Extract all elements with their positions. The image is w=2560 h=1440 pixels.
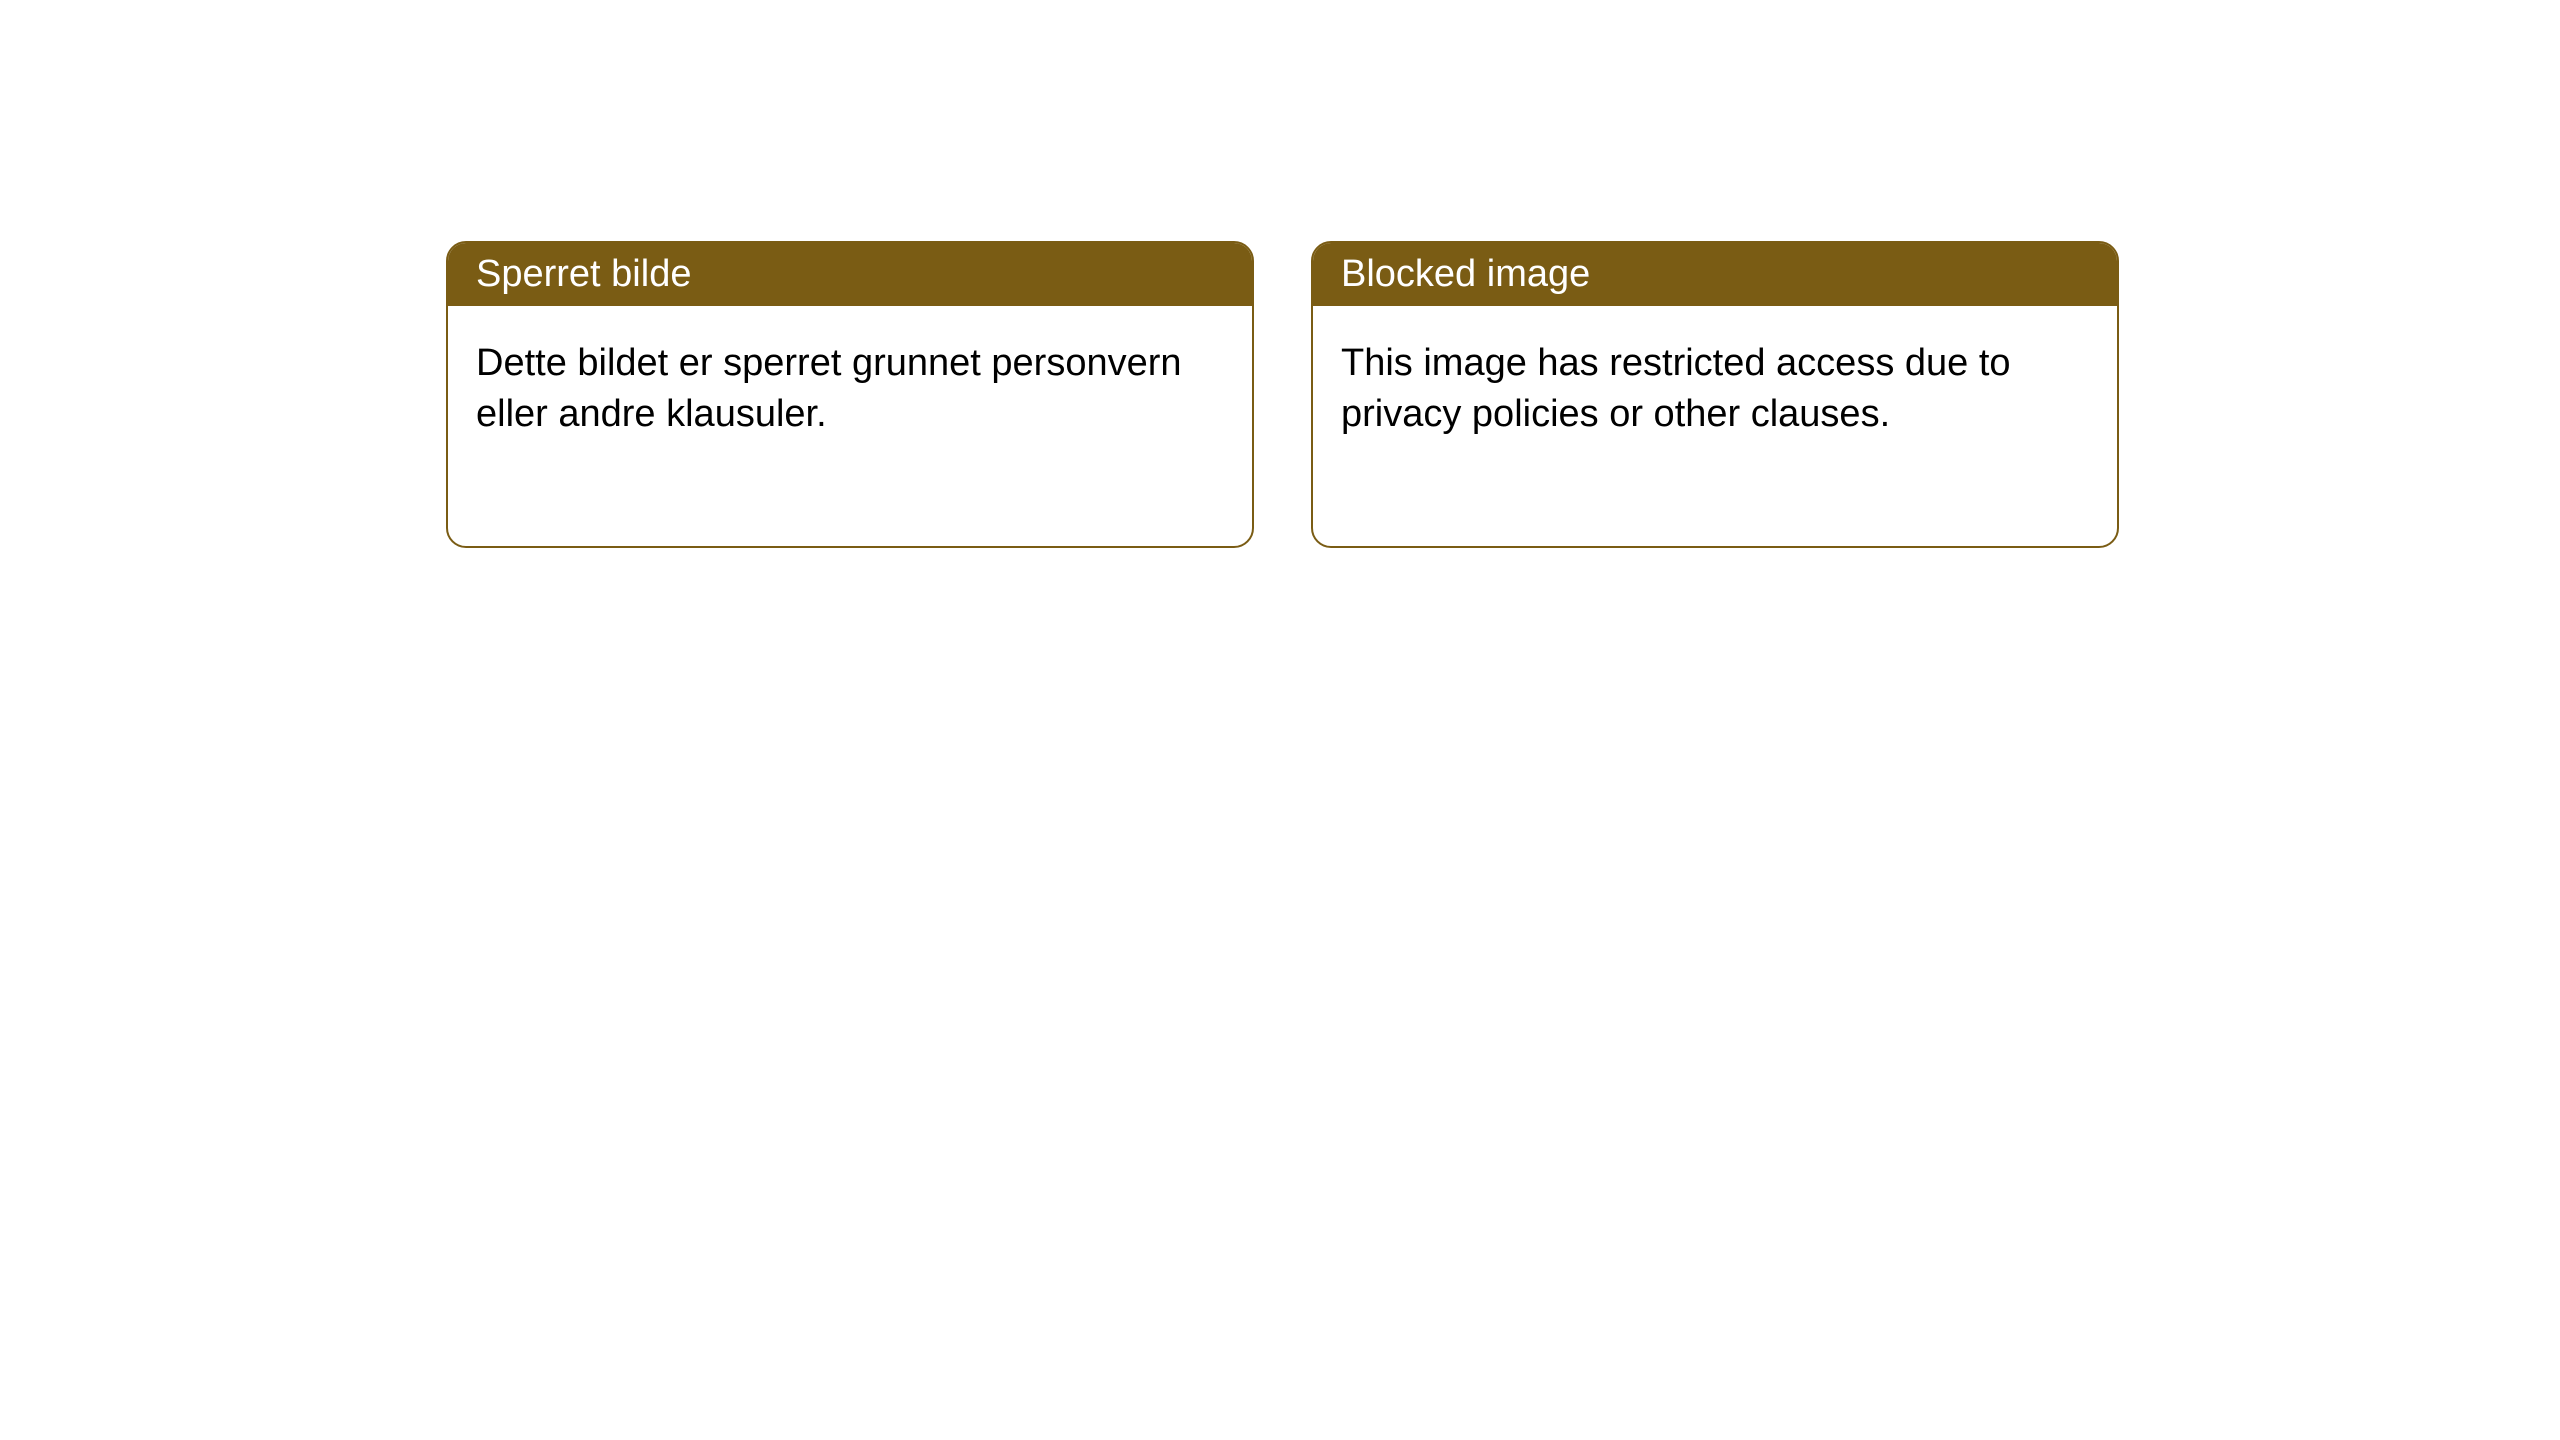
notice-title-english: Blocked image: [1313, 243, 2117, 306]
notice-title-norwegian: Sperret bilde: [448, 243, 1252, 306]
notice-card-english: Blocked image This image has restricted …: [1311, 241, 2119, 548]
notice-body-english: This image has restricted access due to …: [1313, 306, 2117, 546]
notice-body-norwegian: Dette bildet er sperret grunnet personve…: [448, 306, 1252, 546]
notice-card-norwegian: Sperret bilde Dette bildet er sperret gr…: [446, 241, 1254, 548]
notice-container: Sperret bilde Dette bildet er sperret gr…: [0, 0, 2560, 548]
